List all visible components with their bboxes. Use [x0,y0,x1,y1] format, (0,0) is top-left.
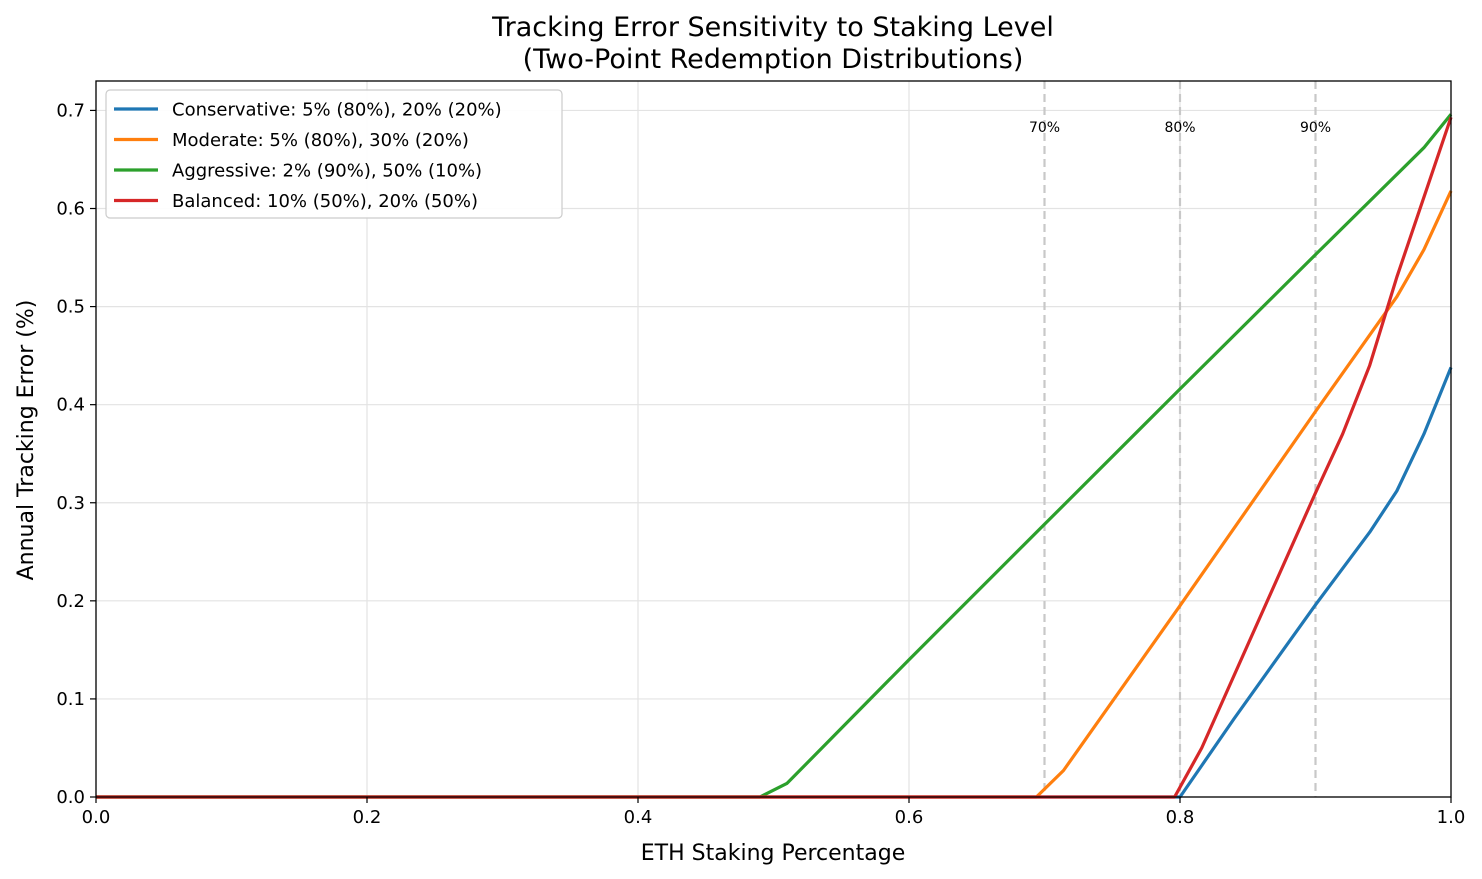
series-line-4 [96,116,1453,799]
reference-line-label: 80% [1164,120,1195,136]
x-axis-ticks: 0.0 0.2 0.4 0.6 0.8 1.0 [82,797,1466,828]
series-line-1 [96,366,1453,799]
reference-line-label: 70% [1029,120,1060,136]
x-tick-label: 0.2 [353,807,382,828]
legend-label: Moderate: 5% (80%), 30% (20%) [172,130,469,151]
legend-label: Balanced: 10% (50%), 20% (50%) [172,191,478,212]
y-axis-label: Annual Tracking Error (%) [14,300,39,581]
y-tick-label: 0.2 [56,591,85,612]
series-line-3 [96,113,1453,799]
x-tick-label: 0.0 [82,807,111,828]
reference-lines: 70% 80% 90% [1029,81,1331,797]
plot-frame [95,80,1452,798]
y-tick-label: 0.5 [56,297,85,318]
y-tick-label: 0.6 [56,199,85,220]
x-tick-label: 0.6 [895,807,924,828]
y-tick-label: 0.3 [56,493,85,514]
y-tick-label: 0.4 [56,395,85,416]
legend-box [105,89,563,219]
y-tick-label: 0.7 [56,100,85,121]
x-tick-label: 1.0 [1437,807,1466,828]
x-tick-label: 0.8 [1166,807,1195,828]
chart-subtitle: (Two-Point Redemption Distributions) [523,44,1024,75]
legend-label: Aggressive: 2% (90%), 50% (10%) [172,161,482,182]
x-tick-label: 0.4 [624,807,653,828]
x-axis-label: ETH Staking Percentage [641,841,905,866]
series-line-2 [96,190,1453,799]
series-lines [96,113,1453,799]
legend-label: Conservative: 5% (80%), 20% (20%) [172,100,502,121]
y-tick-label: 0.0 [56,787,85,808]
y-axis-ticks: 0.0 0.1 0.2 0.3 0.4 0.5 0.6 0.7 [56,100,96,808]
reference-line-label: 90% [1300,120,1331,136]
y-tick-label: 0.1 [56,689,85,710]
chart-title: Tracking Error Sensitivity to Staking Le… [491,12,1054,43]
legend: Conservative: 5% (80%), 20% (20%) Moderat… [105,89,563,219]
